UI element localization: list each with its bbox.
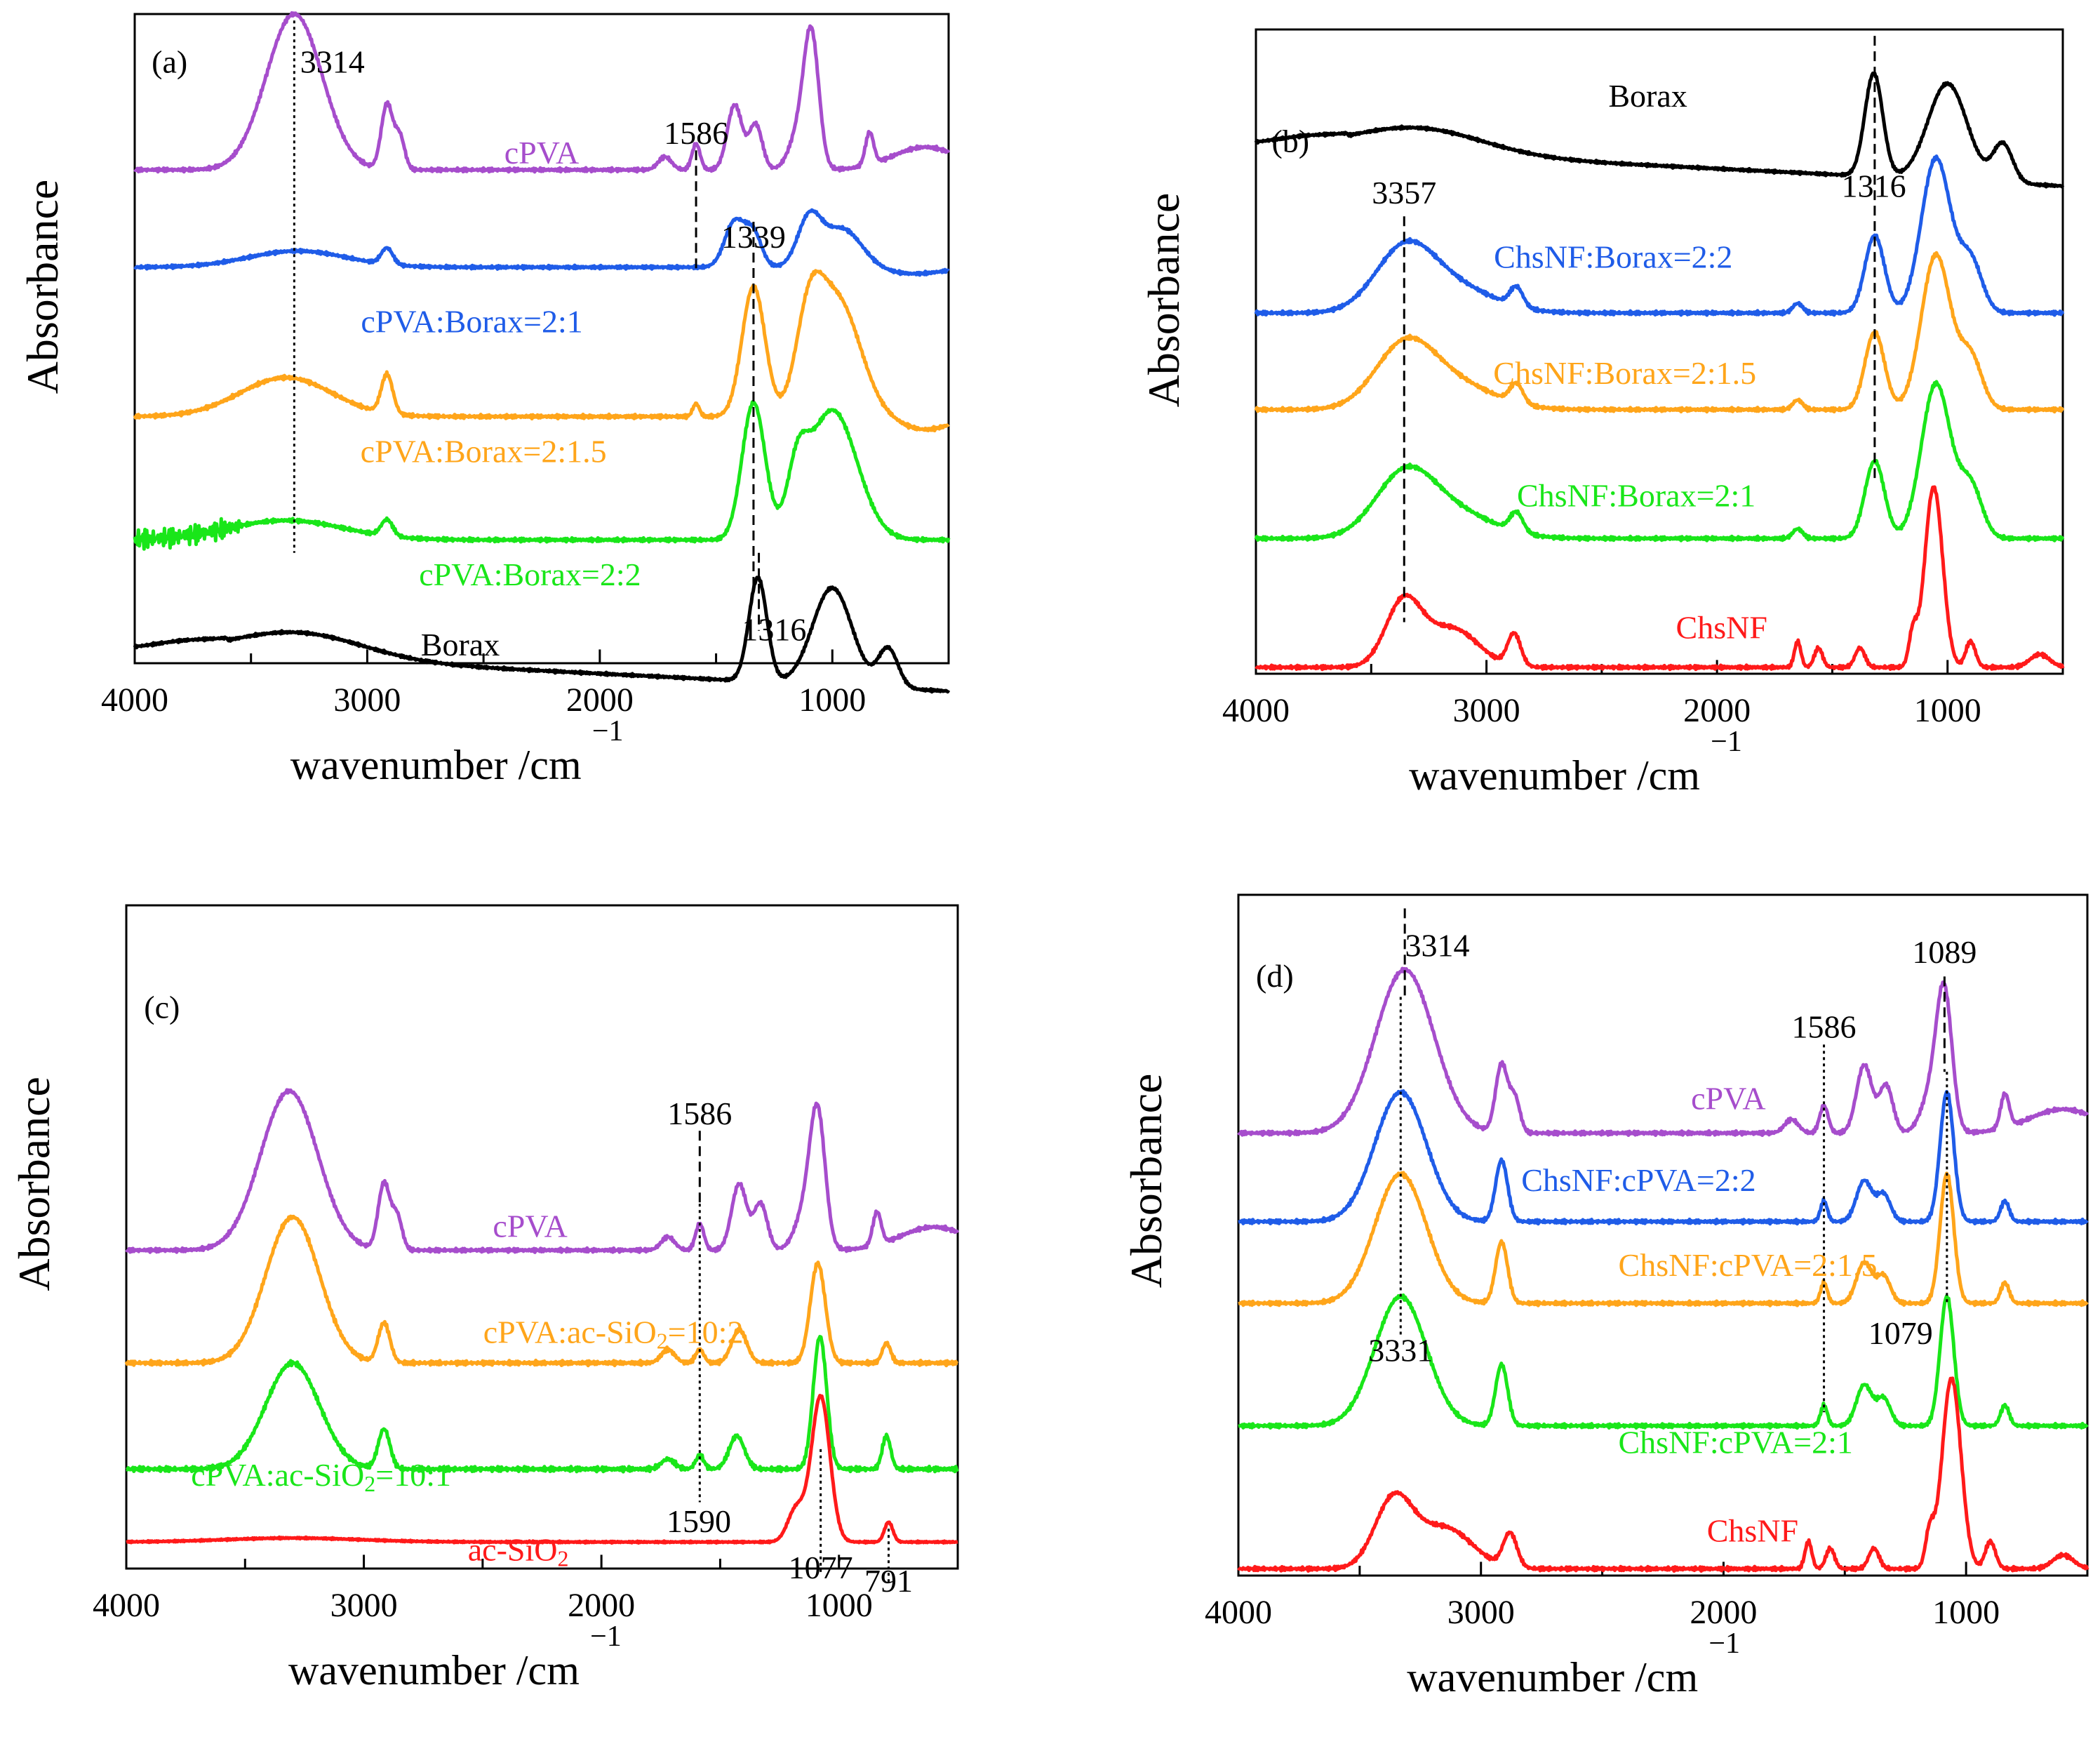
series-line bbox=[133, 11, 951, 174]
series-line bbox=[1237, 1293, 2089, 1430]
x-tick-label: 2000 bbox=[568, 1587, 635, 1624]
annotation-label: 3357 bbox=[1372, 175, 1436, 211]
plot-frame bbox=[125, 904, 959, 1570]
annotation-label: 3314 bbox=[1405, 927, 1469, 963]
panel-3: 4000 3000 2000 1000 wavenumber /cm −1 Absorban… bbox=[1121, 893, 2089, 1700]
annotation-label: 1316 bbox=[742, 612, 806, 648]
x-axis-label: wavenumber /cm bbox=[1409, 752, 1700, 799]
x-tick-label: 4000 bbox=[1205, 1594, 1272, 1631]
annotation-label: ChsNF bbox=[1676, 610, 1767, 646]
annotation-label: ChsNF:cPVA=2:1 bbox=[1619, 1424, 1853, 1460]
annotation-label: 1079 bbox=[1868, 1315, 1933, 1351]
annotation-label: (c) bbox=[144, 990, 180, 1025]
x-axis-label: wavenumber /cm bbox=[288, 1647, 580, 1693]
x-tick-label: 3000 bbox=[333, 681, 401, 719]
series-line bbox=[125, 1335, 959, 1474]
annotation-label: (d) bbox=[1256, 958, 1294, 994]
annotation-label: 1586 bbox=[667, 1096, 732, 1131]
y-axis-label: Absorbance bbox=[1139, 193, 1189, 408]
series-line bbox=[124, 1214, 959, 1368]
x-tick-label: 1000 bbox=[805, 1587, 873, 1624]
x-tick-label: 2000 bbox=[1683, 692, 1751, 729]
annotation-label: cPVA:ac-SiO2=10:2 bbox=[483, 1314, 744, 1354]
annotation-label: cPVA:ac-SiO2=10:1 bbox=[191, 1457, 451, 1496]
annotation-label: cPVA:Borax=2:1.5 bbox=[361, 433, 607, 469]
annotation-label: ChsNF:Borax=2:1.5 bbox=[1493, 355, 1756, 391]
x-axis-label-superscript: −1 bbox=[1708, 1627, 1740, 1660]
series-line bbox=[125, 1394, 959, 1545]
annotation-label: 1590 bbox=[667, 1503, 731, 1539]
x-axis-label-superscript: −1 bbox=[1711, 726, 1742, 758]
x-axis-label-superscript: −1 bbox=[590, 1620, 622, 1653]
panel-1: 4000 3000 2000 1000 wavenumber /cm −1 Absorban… bbox=[1139, 28, 2065, 799]
annotation-label: 3314 bbox=[300, 44, 365, 79]
x-axis-label: wavenumber /cm bbox=[290, 742, 582, 788]
annotation-label: ChsNF:Borax=2:2 bbox=[1494, 239, 1732, 275]
y-axis-label: Absorbance bbox=[1121, 1074, 1171, 1289]
x-tick-label: 1000 bbox=[1932, 1594, 2000, 1631]
series-line bbox=[1237, 1089, 2089, 1226]
series-line bbox=[1237, 1376, 2089, 1573]
annotation-label: (b) bbox=[1271, 123, 1309, 159]
x-tick-label: 3000 bbox=[1453, 692, 1520, 729]
series-line bbox=[1255, 485, 2065, 672]
panel-0: 4000 3000 2000 1000 wavenumber /cm −1 Absorban… bbox=[18, 11, 951, 788]
plot-frame bbox=[1255, 28, 2064, 675]
annotation-label: cPVA bbox=[1691, 1081, 1766, 1117]
series-line bbox=[1237, 966, 2089, 1138]
annotation-label: ChsNF:cPVA=2:1.5 bbox=[1619, 1247, 1878, 1283]
x-axis-label-superscript: −1 bbox=[592, 715, 624, 747]
annotation-label: Borax bbox=[1608, 78, 1687, 114]
annotation-label: 791 bbox=[864, 1563, 913, 1599]
plot-frame bbox=[133, 13, 950, 665]
annotation-label: cPVA bbox=[493, 1209, 568, 1244]
annotation-label: 1316 bbox=[1842, 168, 1906, 204]
x-tick-label: 1000 bbox=[798, 681, 866, 719]
y-axis-label: Absorbance bbox=[18, 180, 67, 394]
plot-frame bbox=[1237, 893, 2089, 1577]
series-line bbox=[1254, 380, 2065, 542]
annotation-label: 1586 bbox=[1792, 1009, 1857, 1045]
annotation-label: 1089 bbox=[1912, 934, 1977, 970]
annotation-label: Borax bbox=[421, 627, 500, 663]
series-line bbox=[133, 269, 950, 433]
series-line bbox=[133, 208, 950, 277]
annotation-label: 1586 bbox=[664, 115, 728, 151]
annotation-label: 1339 bbox=[721, 219, 786, 255]
series-line bbox=[1254, 154, 2065, 317]
annotation-label: ac-SiO2 bbox=[468, 1532, 569, 1571]
x-tick-label: 3000 bbox=[1447, 1594, 1515, 1631]
x-axis-label: wavenumber /cm bbox=[1407, 1654, 1698, 1700]
panel-2: 4000 3000 2000 1000 wavenumber /cm −1 Absorban… bbox=[9, 904, 960, 1693]
x-tick-label: 2000 bbox=[566, 681, 634, 719]
x-tick-label: 4000 bbox=[101, 681, 168, 719]
series-line bbox=[125, 1088, 960, 1254]
series-line bbox=[133, 575, 951, 694]
x-tick-label: 3000 bbox=[330, 1587, 398, 1624]
x-tick-label: 2000 bbox=[1690, 1594, 1757, 1631]
annotation-label: (a) bbox=[152, 44, 187, 79]
y-axis-label: Absorbance bbox=[9, 1077, 59, 1291]
annotation-label: 1077 bbox=[789, 1550, 853, 1585]
annotation-label: ChsNF:cPVA=2:2 bbox=[1521, 1162, 1755, 1198]
annotation-label: cPVA:Borax=2:2 bbox=[419, 557, 641, 592]
annotation-label: ChsNF:Borax=2:1 bbox=[1517, 477, 1755, 513]
annotation-label: 3331 bbox=[1368, 1332, 1433, 1368]
x-tick-label: 4000 bbox=[1222, 692, 1290, 729]
x-tick-label: 4000 bbox=[93, 1587, 160, 1624]
x-tick-label: 1000 bbox=[1914, 692, 1981, 729]
series-line bbox=[133, 400, 951, 551]
series-line bbox=[1237, 1171, 2089, 1307]
annotation-label: cPVA bbox=[504, 135, 580, 171]
annotation-label: ChsNF bbox=[1707, 1513, 1798, 1549]
series-line bbox=[1254, 71, 2065, 189]
series-line bbox=[1254, 251, 2065, 414]
annotation-label: cPVA:Borax=2:1 bbox=[361, 303, 582, 339]
